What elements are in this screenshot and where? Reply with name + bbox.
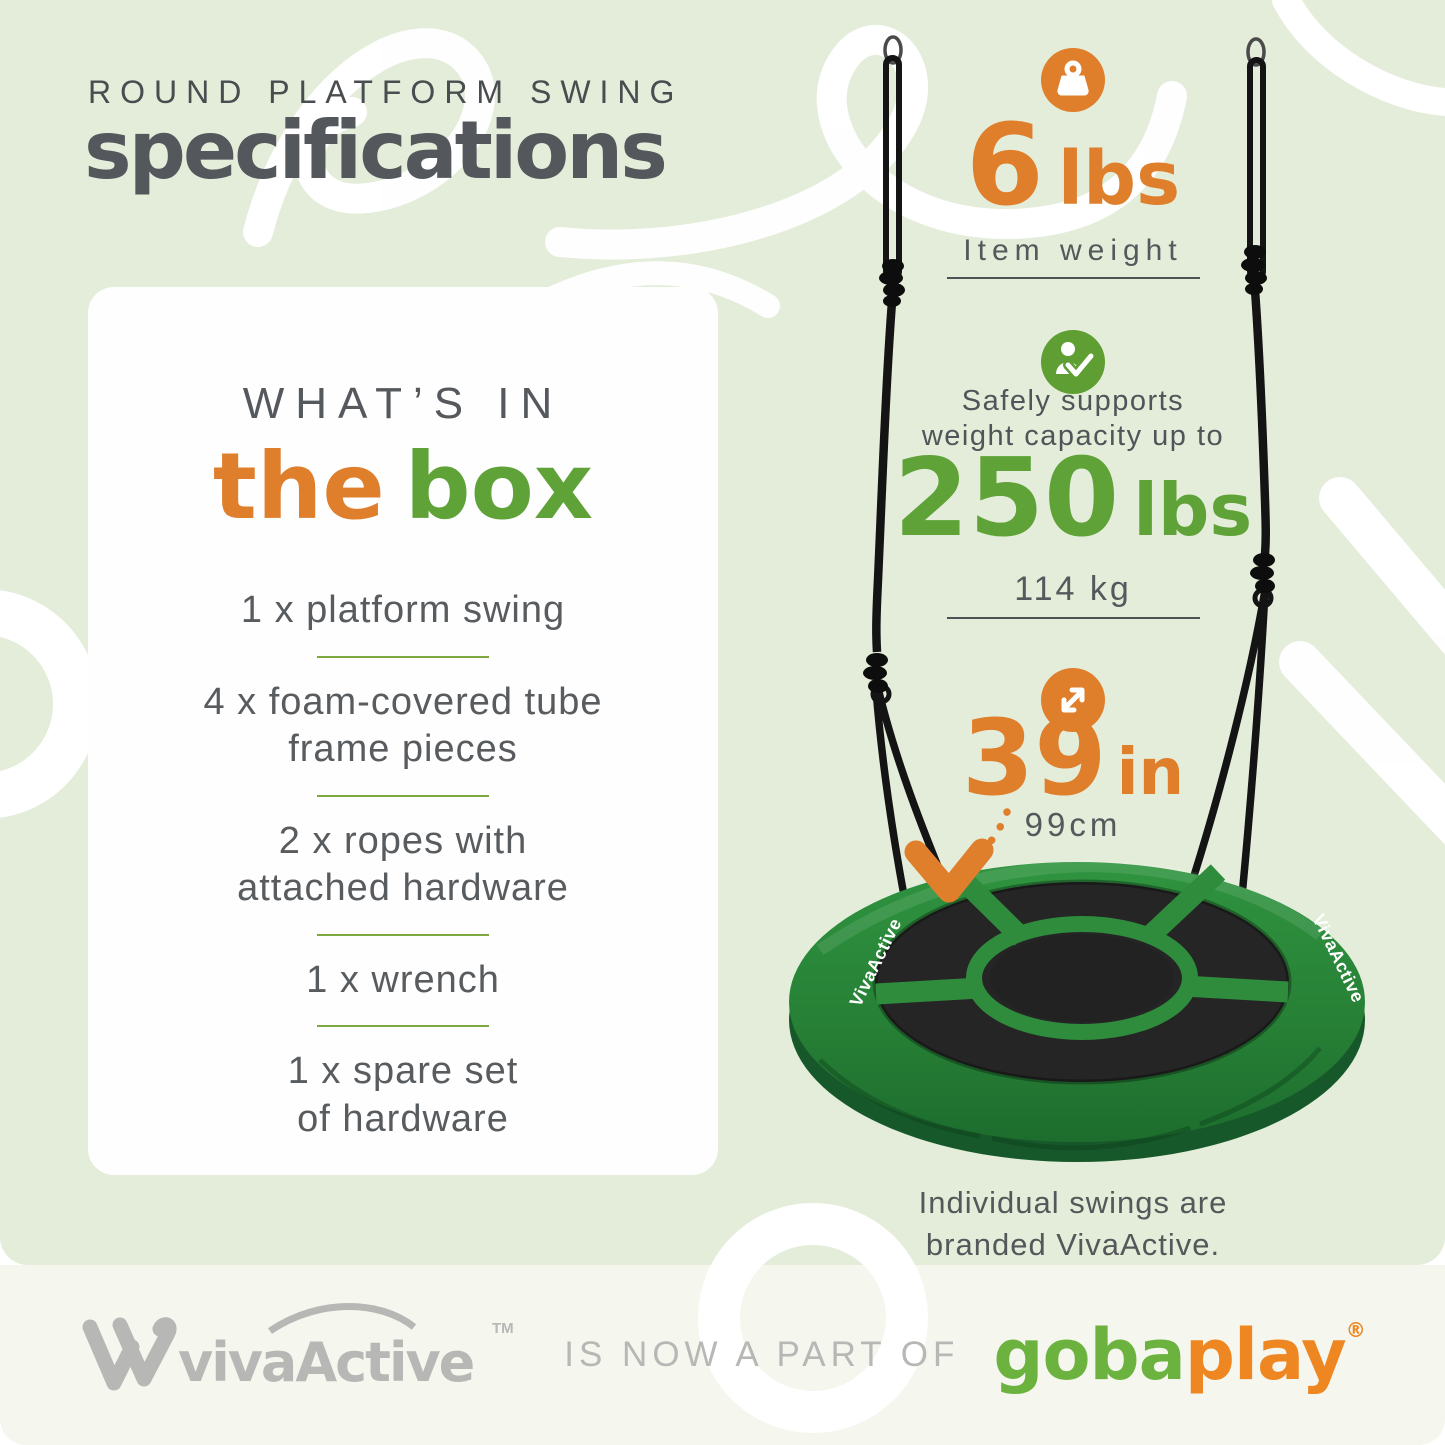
product-note: Individual swings are branded VivaActive… xyxy=(918,1185,1228,1262)
corner-swirl xyxy=(1272,0,1445,116)
box-contents-card: WHAT’S IN the box 1 x platform swing 4 x … xyxy=(88,287,718,1175)
list-item: 1 x spare set of hardware xyxy=(287,1050,519,1140)
script-loop-left xyxy=(243,28,495,247)
capacity-unit: lbs xyxy=(1133,468,1253,552)
zigzag-stroke-1 xyxy=(1319,477,1445,655)
swing-platform: VivaActive VivaActive xyxy=(789,859,1368,1162)
box-card-subtitle: WHAT’S IN xyxy=(242,379,564,428)
diameter-value: 39 in xyxy=(863,697,1283,819)
weight-unit: lbs xyxy=(1057,136,1181,222)
list-divider xyxy=(317,655,489,658)
box-items-list: 1 x platform swing 4 x foam-covered tube… xyxy=(88,587,718,1143)
footer-middle-text: IS NOW A PART OF xyxy=(564,1335,960,1374)
capacity-number: 250 xyxy=(893,436,1120,561)
weight-icon xyxy=(1041,48,1105,112)
spec-divider xyxy=(947,617,1200,619)
ring-left xyxy=(0,590,99,818)
weight-number: 6 xyxy=(965,101,1044,231)
capacity-value: 250 lbs xyxy=(863,436,1283,561)
list-item: 2 x ropes with attached hardware xyxy=(237,819,569,910)
item-weight-value: 6 lbs xyxy=(863,101,1283,231)
gobaplay-goba: goba xyxy=(993,1314,1186,1396)
item-weight-caption: Item weight xyxy=(963,234,1183,267)
left-rope-knots xyxy=(863,259,905,693)
capacity-icon xyxy=(1041,330,1105,394)
box-title-box: box xyxy=(404,433,594,540)
gobaplay-play: play xyxy=(1184,1314,1347,1396)
list-item: 4 x foam-covered tube frame pieces xyxy=(203,680,603,771)
diameter-icon xyxy=(1041,668,1105,732)
gobaplay-logo: gobaplay® xyxy=(993,1314,1366,1396)
logo-swoosh xyxy=(268,1303,417,1334)
kicker-text: ROUND PLATFORM SWING xyxy=(88,74,684,110)
registered-mark: ® xyxy=(1345,1318,1366,1342)
vivaactive-mark xyxy=(82,1317,177,1391)
platform-swing-illustration: VivaActive VivaActive xyxy=(789,35,1368,1162)
list-item: 1 x platform swing xyxy=(240,589,566,631)
ring-bottom xyxy=(698,1203,928,1433)
capacity-intro: Safely supports weight capacity up to xyxy=(921,385,1225,452)
list-item: 1 x wrench xyxy=(306,958,500,1001)
list-divider xyxy=(317,1025,489,1027)
diameter-number: 39 xyxy=(961,697,1107,819)
script-loop-right xyxy=(545,24,1187,260)
diameter-unit: in xyxy=(1116,736,1185,810)
vivaactive-wordmark: vivaActive xyxy=(178,1331,474,1394)
capacity-metric: 114 kg xyxy=(1014,570,1132,608)
diameter-pointer-arrow xyxy=(904,808,1011,903)
list-divider xyxy=(317,933,489,936)
zigzag-stroke-2 xyxy=(1279,641,1445,845)
list-divider xyxy=(317,794,489,797)
right-rope-knots xyxy=(1241,245,1275,593)
box-title-the: the xyxy=(212,433,385,540)
page-title: specifications xyxy=(84,104,668,197)
footer: vivaActive TM IS NOW A PART OF gobaplay® xyxy=(0,1285,1445,1425)
vivaactive-logo: vivaActive TM xyxy=(82,1303,514,1394)
box-card-title: the box xyxy=(88,433,718,540)
diameter-metric: 99cm xyxy=(1024,806,1122,843)
trademark: TM xyxy=(492,1320,514,1337)
spec-divider xyxy=(947,277,1200,279)
